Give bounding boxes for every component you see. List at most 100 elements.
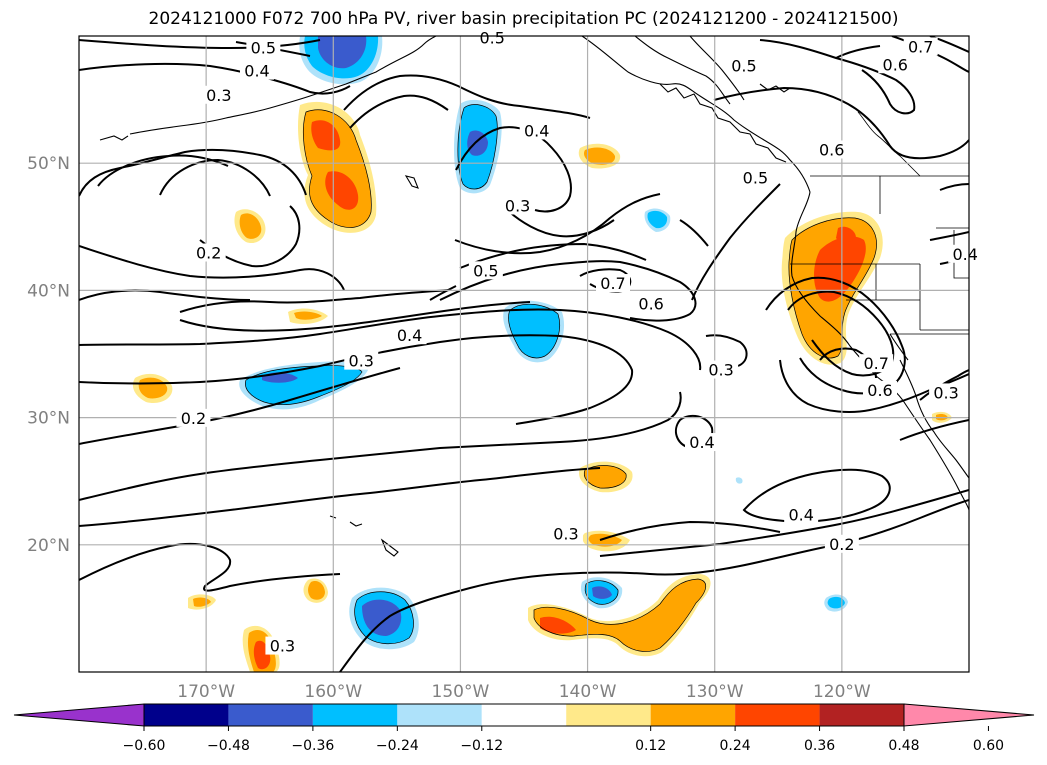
contour-label: 0.3	[553, 525, 578, 544]
contour-label-bg	[596, 274, 630, 293]
map-frame	[78, 35, 970, 673]
contour-label: 0.5	[731, 57, 756, 76]
contour-label: 0.2	[181, 409, 206, 428]
contour-label: 0.4	[689, 433, 714, 452]
colorbar-tick-label: −0.48	[207, 738, 250, 754]
contour-label-bg	[500, 196, 535, 215]
contour-label: 0.4	[952, 245, 977, 264]
colorbar-segment	[397, 704, 482, 726]
contour-label-bg	[519, 121, 554, 140]
lat-tick-label: 40°N	[27, 281, 70, 301]
colorbar-segment	[312, 704, 398, 726]
contour-label: 0.5	[479, 29, 504, 48]
contour-label: 0.2	[829, 535, 854, 554]
lon-tick-label: 170°W	[177, 682, 235, 702]
contour-label: 0.3	[206, 86, 231, 105]
contour-label-bg	[265, 636, 300, 655]
shaded-outlines	[245, 104, 877, 652]
colorbar-tick-label: −0.36	[291, 738, 334, 754]
contour-label: 0.7	[908, 37, 933, 56]
contour-label-bg	[859, 354, 894, 373]
contour-label-bg	[929, 383, 964, 402]
colorbar-tick-label: −0.60	[123, 738, 166, 754]
contour-label: 0.7	[600, 274, 625, 293]
colorbar-segment	[735, 704, 820, 726]
contour-label-bg	[824, 534, 859, 553]
latitude-tick-labels: 20°N 30°N 40°N 50°N	[27, 154, 70, 556]
contour-label: 0.6	[819, 140, 844, 159]
lon-tick-label: 120°W	[813, 682, 871, 702]
contour-label-bg	[814, 140, 849, 159]
colorbar: −0.60 −0.48 −0.36 −0.24 −0.12 0.12 0.24 0.36 0.4…	[13, 703, 1035, 754]
contour-label: 0.3	[270, 637, 295, 656]
contour-label-bg	[903, 37, 938, 56]
contour-label: 0.4	[524, 121, 549, 140]
colorbar-extend-high	[903, 703, 1035, 727]
contour-label-bg	[726, 56, 761, 75]
contour-label-bg	[685, 433, 719, 452]
lon-tick-label: 160°W	[304, 682, 362, 702]
lon-tick-label: 140°W	[559, 682, 617, 702]
contour-label-bg	[948, 244, 983, 263]
contour-label-bg	[475, 28, 510, 47]
lon-tick-label: 130°W	[686, 682, 744, 702]
contour-label-bg	[863, 380, 897, 399]
colorbar-frame	[143, 703, 905, 727]
lon-tick-label: 150°W	[432, 682, 490, 702]
contour-label: 0.7	[863, 354, 888, 373]
contour-label-bg	[878, 55, 913, 74]
colorbar-segment	[566, 704, 651, 726]
contour-label: 0.4	[788, 506, 813, 525]
contour-label: 0.5	[473, 261, 498, 280]
contour-label: 0.6	[638, 294, 663, 313]
gridlines	[79, 36, 969, 672]
contour-label-bg	[634, 294, 669, 313]
contour-label: 0.5	[743, 168, 768, 187]
contour-label-bg	[344, 351, 379, 370]
contour-label-bg	[548, 524, 583, 543]
colorbar-tick-label: 0.48	[888, 738, 919, 754]
lat-tick-label: 50°N	[27, 154, 70, 174]
colorbar-tick-label: 0.12	[635, 738, 666, 754]
contour-label: 0.6	[867, 381, 892, 400]
contour-label-bg	[704, 360, 739, 379]
colorbar-tick-label: 0.24	[720, 738, 751, 754]
contour-label: 0.3	[349, 352, 374, 371]
map-title: 2024121000 F072 700 hPa PV, river basin …	[148, 9, 899, 29]
contour-label-bg	[738, 168, 773, 187]
negative-anomaly-areas	[239, 36, 848, 650]
contour-label-bg	[201, 85, 236, 104]
contour-label: 0.4	[397, 326, 422, 345]
colorbar-tick-label: 0.36	[804, 738, 835, 754]
colorbar-tick-label: 0.60	[973, 738, 1004, 754]
contour-label: 0.5	[251, 39, 276, 58]
colorbar-segment	[228, 704, 313, 726]
colorbar-tick-label: −0.12	[460, 738, 503, 754]
contour-labels: 0.50.40.30.50.40.30.20.50.70.60.40.30.20…	[176, 28, 983, 656]
contour-label: 0.3	[505, 196, 530, 215]
lat-tick-label: 30°N	[27, 409, 70, 429]
contour-label-bg	[392, 326, 427, 345]
colorbar-extend-low	[13, 703, 145, 727]
contour-label: 0.3	[708, 361, 733, 380]
contour-label: 0.4	[244, 62, 269, 81]
contour-label: 0.2	[196, 244, 221, 263]
contour-label-bg	[176, 408, 211, 427]
lat-tick-label: 20°N	[27, 536, 70, 556]
contour-label: 0.3	[933, 383, 958, 402]
contour-label-bg	[784, 505, 819, 524]
longitude-tick-labels: 170°W 160°W 150°W 140°W 130°W 120°W	[177, 682, 871, 702]
colorbar-segment	[819, 704, 904, 726]
colorbar-segment	[650, 704, 736, 726]
pv-contours	[79, 36, 969, 672]
colorbar-segment	[481, 704, 567, 726]
contour-label-bg	[246, 38, 281, 57]
colorbar-tick-label: −0.24	[376, 738, 419, 754]
contour-label: 0.6	[883, 55, 908, 74]
colorbar-segment	[144, 704, 229, 726]
contour-label-bg	[468, 261, 503, 280]
contour-label-bg	[240, 61, 274, 80]
contour-label-bg	[191, 243, 226, 262]
